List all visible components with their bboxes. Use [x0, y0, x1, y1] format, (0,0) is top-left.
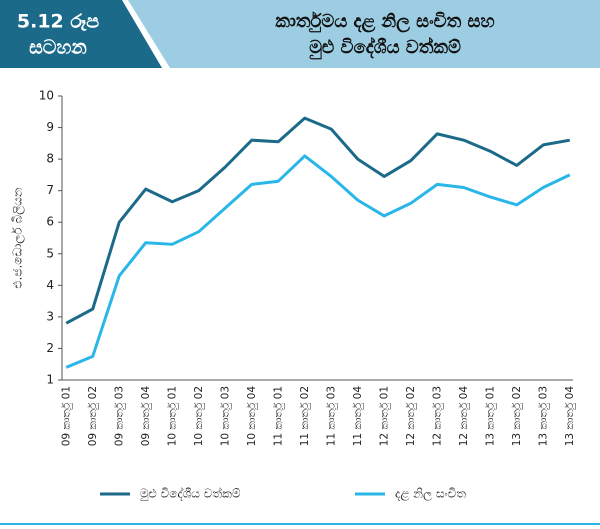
series-line [65, 154, 571, 369]
series-line [65, 116, 571, 325]
y-tick-label: 9 [46, 120, 54, 134]
x-tick-label: 09 කාර්තු 01 [59, 386, 72, 446]
x-tick-label: 11 කාර්තු 03 [324, 386, 337, 446]
legend-label: මුළු විදේශීය වත්කම් [140, 486, 241, 501]
x-tick-label: 10 කාර්තු 03 [218, 386, 231, 446]
x-tick-label: 11 කාර්තු 02 [298, 386, 311, 446]
x-tick-label: 10 කාර්තු 04 [245, 386, 258, 447]
x-tick-label: 09 කාර්තු 02 [86, 386, 99, 446]
y-tick-label: 10 [39, 89, 54, 103]
y-tick-label: 6 [46, 215, 54, 229]
x-tick-label: 09 කාර්තු 04 [139, 386, 152, 447]
y-tick-label: 4 [46, 278, 54, 292]
x-tick-label: 13 කාර්තු 01 [483, 386, 496, 446]
x-tick-label: 12 කාර්තු 01 [377, 386, 390, 446]
y-tick-label: 5 [46, 246, 54, 260]
chart-title: මුළු විදේශීය වත්කම් [309, 36, 461, 59]
y-tick-label: 2 [46, 341, 54, 355]
figure-label: 5.12 රූප [17, 11, 99, 33]
legend-label: දළ නිල සංචිත [395, 487, 466, 502]
x-tick-label: 13 කාර්තු 02 [510, 386, 523, 446]
x-tick-label: 11 කාර්තු 04 [351, 386, 364, 447]
x-tick-label: 09 කාර්තු 03 [112, 386, 125, 446]
x-tick-label: 13 කාර්තු 03 [536, 386, 549, 446]
figure-label: සටහන [29, 37, 87, 59]
x-tick-label: 10 කාර්තු 01 [165, 386, 178, 446]
x-tick-label: 12 කාර්තු 03 [430, 386, 443, 446]
x-tick-label: 11 කාර්තු 01 [271, 386, 284, 446]
y-axis-label: එ.ජ.ඩොලර් බිලියන [11, 187, 26, 288]
figure-badge [0, 0, 162, 68]
y-tick-label: 1 [46, 373, 54, 387]
y-tick-label: 7 [46, 183, 54, 197]
x-tick-label: 13 කාර්තු 04 [563, 386, 576, 447]
x-tick-label: 12 කාර්තු 04 [457, 386, 470, 447]
x-tick-label: 10 කාර්තු 02 [192, 386, 205, 446]
x-tick-label: 12 කාර්තු 02 [404, 386, 417, 446]
y-tick-label: 3 [46, 309, 54, 323]
y-tick-label: 8 [46, 152, 54, 166]
chart-title: කාර්තුමය දළ නිල සංචිත සහ [275, 10, 494, 33]
